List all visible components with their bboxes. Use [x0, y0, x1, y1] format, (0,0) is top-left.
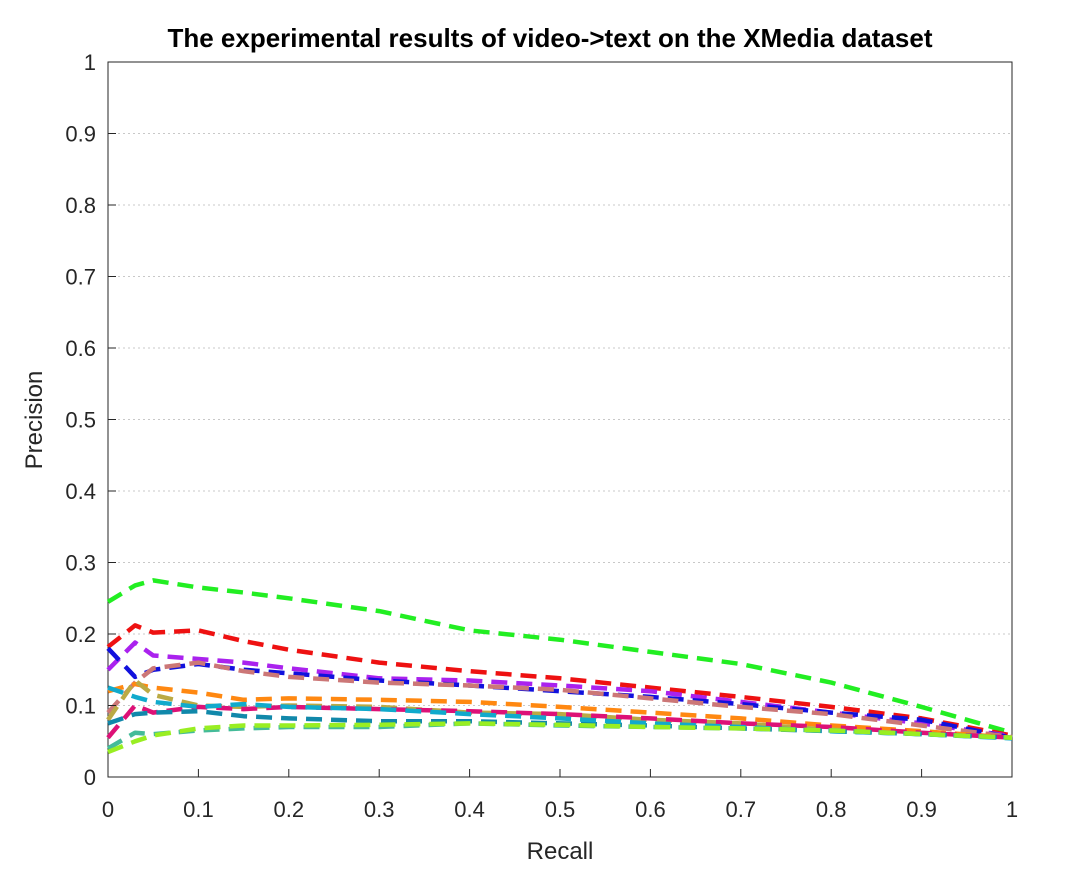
x-tick-label: 0.3 — [364, 797, 395, 822]
x-ticks: 0 0.1 0.2 0.3 0.4 0.5 0.6 0.7 0.8 0.9 1 — [102, 769, 1018, 822]
x-tick-label: 0 — [102, 797, 114, 822]
grid — [108, 133, 1012, 706]
series-line-5 — [106, 660, 1013, 740]
x-tick-label: 0.4 — [454, 797, 485, 822]
y-tick-label: 0.3 — [65, 551, 96, 576]
series-group — [106, 578, 1013, 755]
y-tick-label: 0.7 — [65, 265, 96, 290]
x-tick-label: 0.8 — [816, 797, 847, 822]
y-axis-label: Precision — [21, 371, 48, 470]
y-ticks: 0 0.1 0.2 0.3 0.4 0.5 0.6 0.7 0.8 0.9 1 — [65, 50, 116, 790]
x-tick-label: 0.9 — [906, 797, 937, 822]
y-tick-label: 0.5 — [65, 408, 96, 433]
y-tick-label: 1 — [84, 50, 96, 75]
x-tick-label: 0.7 — [726, 797, 757, 822]
y-tick-label: 0.8 — [65, 193, 96, 218]
y-tick-label: 0.1 — [65, 694, 96, 719]
x-tick-label: 0.2 — [274, 797, 305, 822]
series-line-8 — [106, 703, 1013, 740]
y-tick-label: 0 — [84, 765, 96, 790]
chart-title: The experimental results of video->text … — [167, 23, 932, 53]
x-tick-label: 1 — [1006, 797, 1018, 822]
y-tick-label: 0.2 — [65, 622, 96, 647]
x-tick-label: 0.6 — [635, 797, 666, 822]
x-axis-label: Recall — [527, 838, 594, 865]
series-line-1 — [106, 578, 1013, 735]
y-tick-label: 0.6 — [65, 336, 96, 361]
x-tick-label: 0.5 — [545, 797, 576, 822]
y-tick-label: 0.4 — [65, 479, 96, 504]
x-tick-label: 0.1 — [183, 797, 214, 822]
series-line-12 — [107, 721, 1013, 755]
series-line-2 — [106, 623, 1013, 738]
y-tick-label: 0.9 — [65, 122, 96, 147]
